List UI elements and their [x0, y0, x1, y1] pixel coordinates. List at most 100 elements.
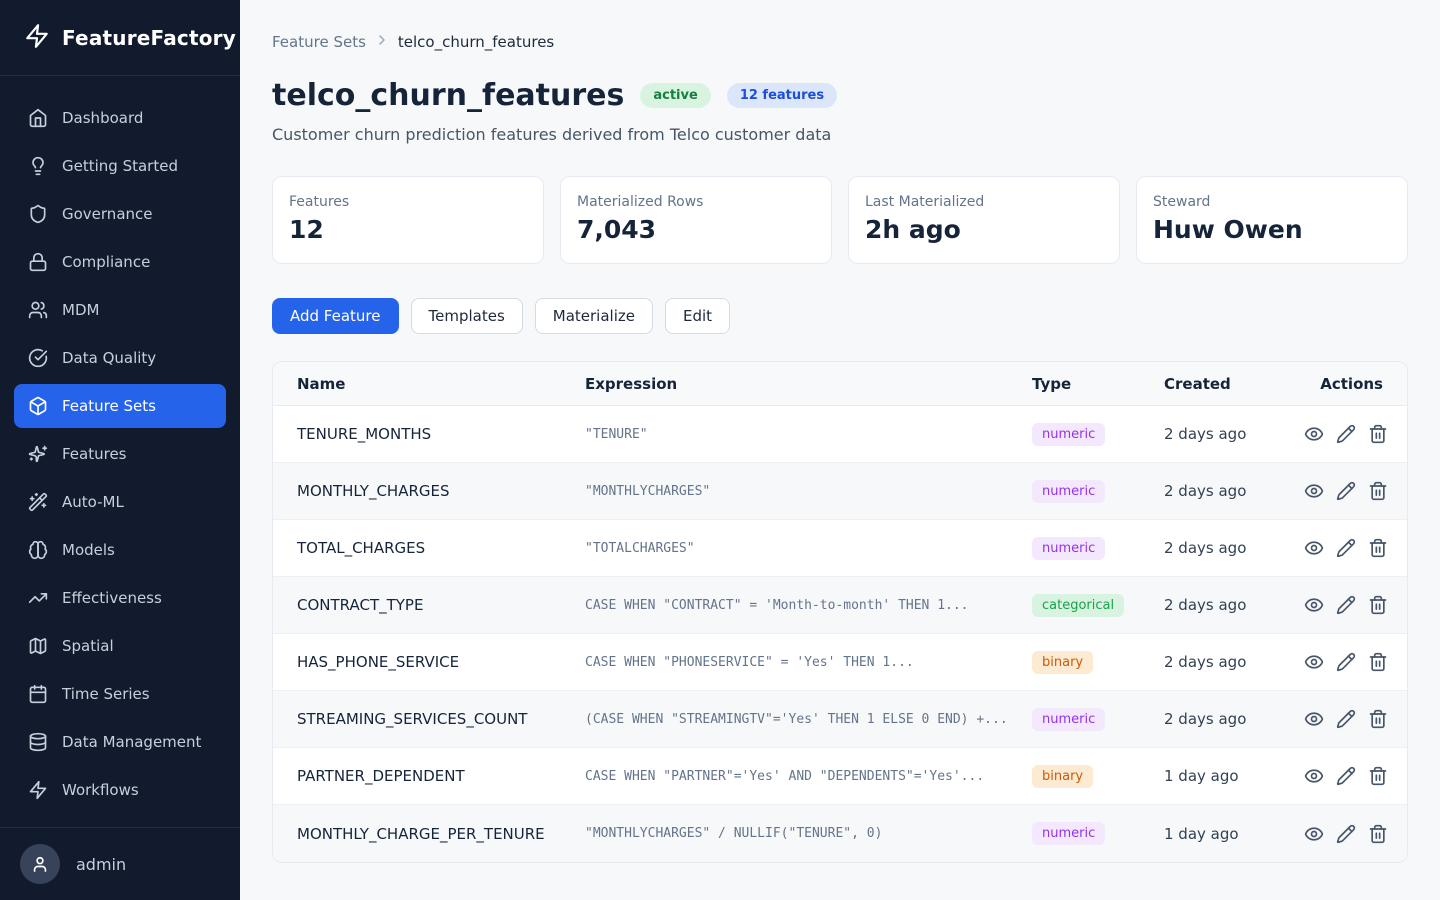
feature-name: MONTHLY_CHARGE_PER_TENURE: [297, 824, 545, 843]
shield-icon: [28, 204, 48, 224]
view-feature-button[interactable]: [1304, 481, 1324, 501]
sidebar-item-dashboard[interactable]: Dashboard: [14, 96, 226, 140]
edit-feature-button[interactable]: [1336, 824, 1356, 844]
created-at: 1 day ago: [1164, 767, 1239, 785]
sidebar-item-models[interactable]: Models: [14, 528, 226, 572]
pencil-icon: [1336, 424, 1356, 444]
user-name: admin: [76, 854, 127, 874]
feature-expression: CASE WHEN "PHONESERVICE" = 'Yes' THEN 1.…: [585, 654, 914, 670]
column-header-actions: Actions: [1320, 374, 1383, 393]
edit-feature-button[interactable]: [1336, 652, 1356, 672]
type-badge: binary: [1032, 650, 1094, 674]
feature-name: STREAMING_SERVICES_COUNT: [297, 710, 528, 728]
sidebar-item-label: Workflows: [62, 781, 139, 799]
delete-feature-button[interactable]: [1368, 709, 1388, 729]
table-row: MONTHLY_CHARGES "MONTHLYCHARGES" numeric 2 …: [273, 463, 1407, 520]
edit-feature-button[interactable]: [1336, 709, 1356, 729]
feature-expression: "MONTHLYCHARGES" / NULLIF("TENURE", 0): [585, 826, 883, 841]
view-feature-button[interactable]: [1304, 652, 1324, 672]
delete-feature-button[interactable]: [1368, 766, 1388, 786]
delete-feature-button[interactable]: [1368, 824, 1388, 844]
sidebar-item-effectiveness[interactable]: Effectiveness: [14, 576, 226, 620]
table-row: MONTHLY_CHARGE_PER_TENURE "MONTHLYCHARGES…: [273, 805, 1407, 862]
edit-feature-button[interactable]: [1336, 424, 1356, 444]
templates-button[interactable]: Templates: [410, 298, 523, 334]
map-icon: [28, 636, 48, 656]
home-icon: [28, 108, 48, 128]
type-badge: numeric: [1032, 479, 1106, 503]
app-name: FeatureFactory: [62, 25, 236, 50]
sidebar-item-label: Models: [62, 541, 115, 559]
edit-feature-button[interactable]: [1336, 538, 1356, 558]
created-at: 1 day ago: [1164, 824, 1239, 843]
stat-card-last-materialized: Last Materialized 2h ago: [848, 176, 1120, 264]
sidebar-item-getting-started[interactable]: Getting Started: [14, 144, 226, 188]
zap-icon: [28, 780, 48, 800]
sidebar-item-auto-ml[interactable]: Auto-ML: [14, 480, 226, 524]
eye-icon: [1304, 541, 1324, 555]
sidebar-item-label: Features: [62, 445, 127, 463]
add-feature-button[interactable]: Add Feature: [272, 298, 399, 334]
delete-feature-button[interactable]: [1368, 538, 1388, 558]
sidebar-item-features[interactable]: Features: [14, 432, 226, 476]
delete-feature-button[interactable]: [1368, 481, 1388, 501]
materialize-button[interactable]: Materialize: [534, 298, 653, 334]
sidebar-item-label: Compliance: [62, 253, 151, 271]
table-row: TENURE_MONTHS "TENURE" numeric 2 days ago: [273, 406, 1407, 463]
created-at: 2 days ago: [1164, 425, 1247, 443]
sidebar-item-label: Data Quality: [62, 349, 157, 367]
view-feature-button[interactable]: [1304, 766, 1324, 786]
trending-up-icon: [28, 588, 48, 608]
delete-feature-button[interactable]: [1368, 652, 1388, 672]
breadcrumb-feature-sets[interactable]: Feature Sets: [272, 33, 366, 51]
edit-feature-button[interactable]: [1336, 766, 1356, 786]
wand-icon: [28, 492, 48, 512]
trash-icon: [1369, 766, 1387, 786]
eye-icon: [1304, 427, 1324, 441]
delete-feature-button[interactable]: [1368, 424, 1388, 444]
sidebar-item-governance[interactable]: Governance: [14, 192, 226, 236]
view-feature-button[interactable]: [1304, 595, 1324, 615]
created-at: 2 days ago: [1164, 539, 1247, 557]
table-row: CONTRACT_TYPE CASE WHEN "CONTRACT" = 'Mon…: [273, 577, 1407, 634]
type-badge: numeric: [1032, 536, 1106, 560]
sidebar-item-spatial[interactable]: Spatial: [14, 624, 226, 668]
created-at: 2 days ago: [1164, 710, 1247, 728]
sidebar-item-mdm[interactable]: MDM: [14, 288, 226, 332]
trash-icon: [1369, 709, 1387, 729]
features-table: Name Expression Type Created Actions TEN…: [272, 361, 1408, 863]
stat-card-materialized-rows: Materialized Rows 7,043: [560, 176, 832, 264]
sidebar-item-workflows[interactable]: Workflows: [14, 768, 226, 812]
stat-card-steward: Steward Huw Owen: [1136, 176, 1408, 264]
sidebar-item-label: Auto-ML: [62, 493, 124, 511]
row-actions: [1304, 595, 1388, 615]
sidebar-item-data-management[interactable]: Data Management: [14, 720, 226, 764]
view-feature-button[interactable]: [1304, 538, 1324, 558]
edit-feature-button[interactable]: [1336, 595, 1356, 615]
pencil-icon: [1336, 481, 1356, 501]
delete-feature-button[interactable]: [1368, 595, 1388, 615]
sidebar-item-feature-sets[interactable]: Feature Sets: [14, 384, 226, 428]
trash-icon: [1369, 481, 1387, 501]
trash-icon: [1369, 824, 1387, 843]
sidebar-item-label: Governance: [62, 205, 153, 223]
sidebar-item-label: Time Series: [62, 685, 150, 703]
sidebar-item-compliance[interactable]: Compliance: [14, 240, 226, 284]
view-feature-button[interactable]: [1304, 709, 1324, 729]
pencil-icon: [1336, 824, 1356, 843]
edit-feature-button[interactable]: [1336, 481, 1356, 501]
stat-label: Features: [289, 194, 350, 210]
view-feature-button[interactable]: [1304, 824, 1324, 844]
sidebar-item-data-quality[interactable]: Data Quality: [14, 336, 226, 380]
pencil-icon: [1336, 652, 1356, 672]
sidebar-user[interactable]: admin: [0, 827, 240, 900]
row-actions: [1304, 766, 1388, 786]
zap-icon: [24, 23, 50, 53]
sidebar-item-time-series[interactable]: Time Series: [14, 672, 226, 716]
view-feature-button[interactable]: [1304, 424, 1324, 444]
feature-name: TENURE_MONTHS: [297, 425, 432, 443]
users-icon: [28, 300, 48, 320]
edit-button[interactable]: Edit: [664, 298, 731, 334]
table-header: Name Expression Type Created Actions: [273, 362, 1407, 406]
type-badge: numeric: [1032, 422, 1106, 446]
